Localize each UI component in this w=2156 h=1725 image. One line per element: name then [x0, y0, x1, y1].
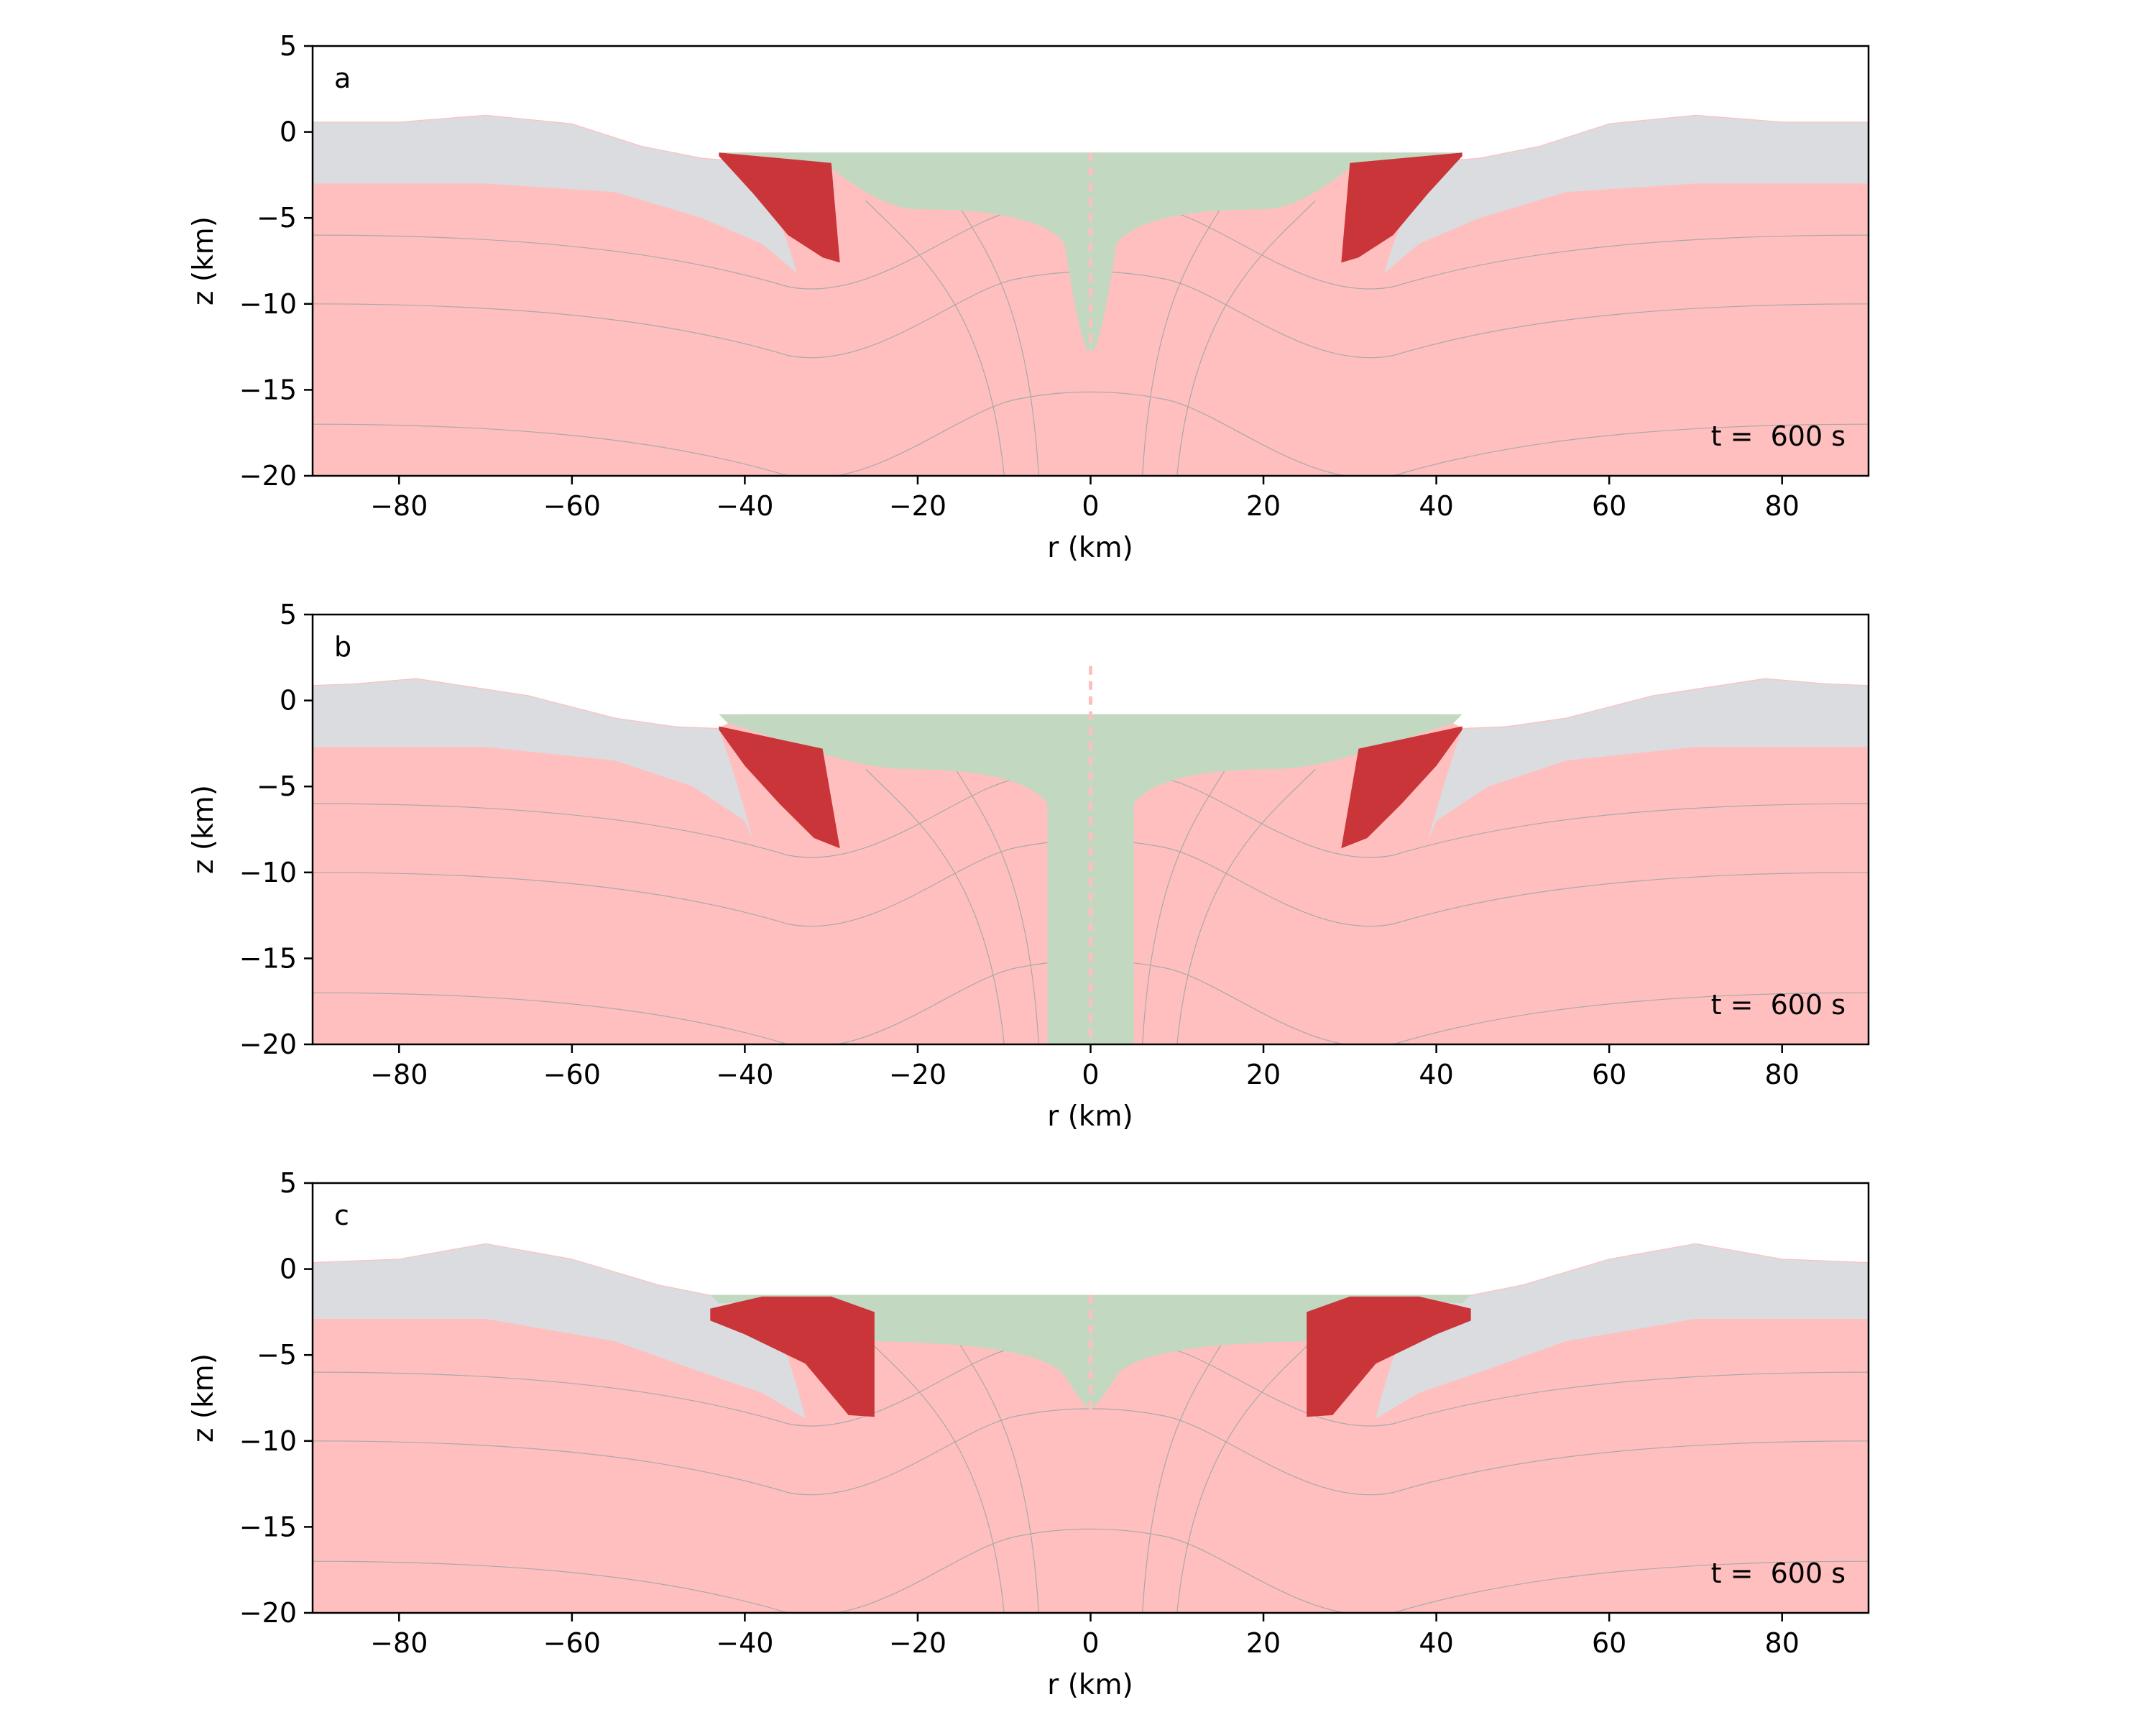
y-tick-label: −20 — [239, 1029, 297, 1060]
x-tick-label: 80 — [1765, 490, 1800, 522]
x-tick-label: 40 — [1419, 1627, 1453, 1659]
x-tick-label: −40 — [716, 1059, 773, 1090]
y-tick-label: −15 — [239, 1511, 297, 1542]
x-tick-label: 40 — [1419, 1059, 1453, 1090]
sky-region — [313, 1183, 1869, 1300]
panel-a: −80 −60 −40 −20 0 20 40 60 80 5 0 −5 −10 −15 −20 a t … — [188, 30, 1870, 564]
x-tick-label: −60 — [543, 1627, 601, 1659]
x-tick-label: 20 — [1246, 490, 1281, 522]
sediment-layer-right — [1376, 1243, 1869, 1419]
plot-area — [313, 615, 1869, 1044]
x-tick-label: 40 — [1419, 490, 1453, 522]
y-tick-label: −15 — [239, 942, 297, 974]
y-tick-label: 0 — [280, 116, 297, 148]
y-ticks: 5 0 −5 −10 −15 −20 — [239, 599, 313, 1060]
y-tick-label: 0 — [280, 685, 297, 717]
impactor-melt-right — [1341, 152, 1462, 263]
y-axis-label: z (km) — [188, 785, 220, 874]
x-axis-label: r (km) — [1047, 1100, 1133, 1133]
x-tick-label: 0 — [1082, 490, 1099, 522]
x-tick-label: 0 — [1082, 1627, 1099, 1659]
y-tick-label: −5 — [257, 202, 297, 234]
impactor-melt-right — [1341, 726, 1462, 849]
y-axis-label: z (km) — [188, 216, 220, 305]
x-axis-label: r (km) — [1047, 1669, 1133, 1701]
impactor-melt-left — [719, 726, 840, 849]
x-tick-label: 80 — [1765, 1059, 1800, 1090]
x-ticks: −80 −60 −40 −20 0 20 40 60 80 — [370, 1044, 1800, 1090]
x-tick-label: −40 — [716, 490, 773, 522]
y-tick-label: 5 — [280, 30, 297, 62]
sediment-layer-left — [313, 1243, 806, 1419]
time-label: t = 600 s — [1711, 989, 1846, 1021]
x-axis-label: r (km) — [1047, 532, 1133, 564]
y-ticks: 5 0 −5 −10 −15 −20 — [239, 1167, 313, 1629]
crater-fill — [719, 152, 1462, 356]
x-tick-label: 80 — [1765, 1627, 1800, 1659]
y-axis-label: z (km) — [188, 1353, 220, 1443]
sediment-layer-left — [313, 678, 754, 842]
y-tick-label: −5 — [257, 770, 297, 802]
crater-fill — [710, 1294, 1471, 1410]
panel-letter: c — [334, 1200, 349, 1231]
panel-letter: b — [334, 631, 351, 663]
x-tick-label: −40 — [716, 1627, 773, 1659]
panel-b: −80 −60 −40 −20 0 20 40 60 80 5 0 −5 −10 −15 −20 b t … — [188, 599, 1870, 1133]
plot-area — [313, 46, 1869, 476]
x-tick-label: 20 — [1246, 1059, 1281, 1090]
x-tick-label: −60 — [543, 1059, 601, 1090]
x-tick-label: −20 — [889, 490, 946, 522]
x-tick-label: −80 — [370, 1059, 428, 1090]
impactor-melt-left — [719, 152, 840, 263]
x-tick-label: −80 — [370, 490, 428, 522]
time-label: t = 600 s — [1711, 1558, 1846, 1589]
x-tick-label: 60 — [1592, 1059, 1626, 1090]
impactor-melt-left — [710, 1296, 875, 1417]
y-tick-label: 5 — [280, 599, 297, 630]
x-tick-label: 60 — [1592, 1627, 1626, 1659]
y-tick-label: −5 — [257, 1339, 297, 1371]
y-tick-label: 0 — [280, 1254, 297, 1285]
x-tick-label: 20 — [1246, 1627, 1281, 1659]
y-tick-label: −10 — [239, 857, 297, 888]
y-tick-label: −10 — [239, 1425, 297, 1457]
y-tick-label: −10 — [239, 288, 297, 320]
y-ticks: 5 0 −5 −10 −15 −20 — [239, 30, 313, 492]
sky-region — [313, 46, 1869, 162]
y-tick-label: −20 — [239, 460, 297, 492]
x-tick-label: −80 — [370, 1627, 428, 1659]
x-tick-label: 60 — [1592, 490, 1626, 522]
x-tick-label: −20 — [889, 1627, 946, 1659]
x-tick-label: −20 — [889, 1059, 946, 1090]
time-label: t = 600 s — [1711, 420, 1846, 452]
panel-letter: a — [334, 63, 351, 94]
x-tick-label: 0 — [1082, 1059, 1099, 1090]
y-tick-label: −15 — [239, 374, 297, 405]
sediment-layer-right — [1384, 115, 1869, 273]
x-ticks: −80 −60 −40 −20 0 20 40 60 80 — [370, 1613, 1800, 1659]
sediment-layer-left — [313, 115, 797, 273]
panel-c: −80 −60 −40 −20 0 20 40 60 80 5 0 −5 −10 −15 −20 c t … — [188, 1167, 1870, 1701]
x-tick-label: −60 — [543, 490, 601, 522]
y-tick-label: 5 — [280, 1167, 297, 1199]
x-ticks: −80 −60 −40 −20 0 20 40 60 80 — [370, 476, 1800, 522]
sediment-layer-right — [1427, 678, 1869, 842]
y-tick-label: −20 — [239, 1597, 297, 1629]
plot-area — [313, 1183, 1869, 1613]
impactor-melt-right — [1307, 1296, 1471, 1417]
